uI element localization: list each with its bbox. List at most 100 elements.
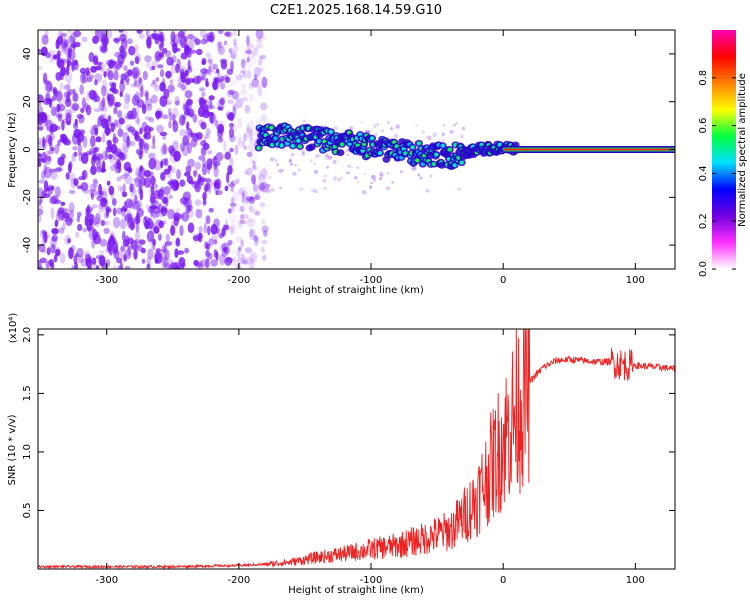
heatmap-track-core [360, 148, 365, 153]
heatmap-noise-blob [234, 92, 238, 98]
heatmap-noise-blob [160, 145, 168, 156]
heatmap-noise-blob [103, 71, 107, 78]
y-tick-label: 40 [22, 48, 33, 61]
heatmap-track-core [296, 138, 301, 143]
heatmap-noise-blob [239, 186, 246, 196]
y-tick-label: -40 [22, 237, 33, 253]
heatmap-noise-blob [93, 153, 101, 165]
heatmap-noise-blob [62, 222, 66, 231]
heatmap-noise-blob [68, 162, 72, 174]
heatmap-noise-blob [199, 75, 204, 81]
heatmap-noise-blob [120, 245, 126, 252]
heatmap-noise-blob [255, 30, 264, 39]
heatmap-faint-dot [268, 176, 272, 179]
heatmap-noise-blob [97, 37, 104, 42]
heatmap-faint-dot [443, 124, 446, 127]
heatmap-noise-blob [261, 239, 268, 245]
heatmap-noise-blob [229, 202, 237, 207]
heatmap-noise-blob [118, 30, 124, 33]
heatmap-noise-blob [123, 215, 129, 221]
heatmap-noise-blob [85, 104, 92, 116]
heatmap-noise-blob [54, 144, 60, 155]
heatmap-noise-blob [77, 223, 83, 232]
heatmap-noise-blob [246, 123, 250, 134]
heatmap-noise-blob [65, 112, 72, 125]
heatmap-noise-blob [169, 152, 178, 164]
heatmap-noise-blob [213, 239, 218, 245]
heatmap-noise-blob [263, 229, 268, 237]
heatmap-noise-blob [196, 48, 203, 56]
heatmap-noise-blob [107, 245, 116, 256]
heatmap-noise-blob [60, 210, 64, 222]
heatmap-noise-blob [74, 41, 81, 48]
heatmap-noise-blob [65, 216, 73, 226]
heatmap-noise-blob [220, 58, 228, 64]
heatmap-noise-blob [216, 68, 220, 74]
heatmap-noise-blob [146, 230, 155, 243]
heatmap-noise-blob [182, 135, 190, 146]
heatmap-noise-blob [249, 228, 256, 240]
heatmap-track-core [452, 163, 457, 168]
heatmap-faint-dot [393, 133, 399, 139]
heatmap-noise-blob [113, 119, 119, 128]
heatmap-noise-blob [59, 68, 64, 81]
heatmap-noise-blob [211, 114, 217, 127]
heatmap-noise-blob [141, 247, 146, 254]
heatmap-noise-blob [44, 30, 49, 39]
heatmap-noise-blob [55, 71, 62, 81]
heatmap-noise-blob [208, 95, 215, 101]
heatmap-noise-blob [92, 229, 98, 241]
heatmap-noise-blob [239, 220, 247, 225]
heatmap-noise-blob [146, 36, 152, 49]
heatmap-noise-blob [57, 156, 65, 166]
heatmap-faint-dot [390, 127, 394, 131]
heatmap-noise-blob [38, 198, 42, 206]
heatmap-noise-blob [244, 256, 252, 265]
heatmap-noise-blob [250, 192, 254, 201]
heatmap-track-core [297, 144, 303, 149]
heatmap-noise-blob [143, 89, 149, 98]
heatmap-noise-blob [150, 196, 156, 204]
heatmap-noise-blob [172, 120, 179, 133]
heatmap-noise-blob [69, 105, 78, 114]
heatmap-track-core [290, 143, 295, 148]
heatmap-noise-blob [252, 133, 256, 140]
heatmap-noise-blob [103, 227, 110, 234]
heatmap-noise-blob [254, 193, 260, 201]
heatmap-faint-dot [327, 155, 332, 160]
heatmap-cells [38, 30, 675, 269]
heatmap-noise-blob [207, 150, 213, 155]
heatmap-noise-blob [120, 207, 128, 212]
heatmap-noise-blob [168, 145, 175, 154]
heatmap-noise-blob [41, 170, 46, 180]
heatmap-noise-blob [227, 99, 234, 104]
heatmap-noise-blob [205, 128, 211, 136]
heatmap-noise-blob [123, 92, 131, 104]
heatmap-noise-blob [227, 165, 233, 175]
heatmap-noise-blob [240, 238, 244, 247]
heatmap-track-core [369, 136, 375, 141]
heatmap-noise-blob [180, 73, 187, 83]
heatmap-noise-blob [228, 112, 235, 122]
heatmap-noise-blob [91, 262, 97, 269]
heatmap-noise-blob [232, 81, 239, 86]
heatmap-noise-blob [136, 30, 143, 34]
heatmap-track-core [497, 142, 502, 147]
heatmap-faint-dot [279, 186, 282, 190]
heatmap-noise-blob [245, 213, 251, 225]
heatmap-noise-blob [184, 108, 192, 116]
heatmap-noise-blob [164, 50, 172, 58]
heatmap-noise-blob [176, 169, 181, 180]
heatmap-noise-blob [149, 223, 158, 235]
heatmap-noise-blob [120, 174, 128, 180]
heatmap-noise-blob [179, 68, 185, 75]
heatmap-noise-blob [190, 131, 194, 138]
heatmap-noise-blob [136, 244, 143, 252]
heatmap-noise-blob [237, 219, 243, 229]
heatmap-track-core [273, 136, 278, 141]
x-tick-label: -300 [95, 575, 118, 586]
heatmap-noise-blob [230, 206, 235, 212]
heatmap-noise-blob [90, 192, 94, 200]
heatmap-noise-blob [50, 168, 58, 180]
heatmap-noise-blob [150, 207, 154, 218]
